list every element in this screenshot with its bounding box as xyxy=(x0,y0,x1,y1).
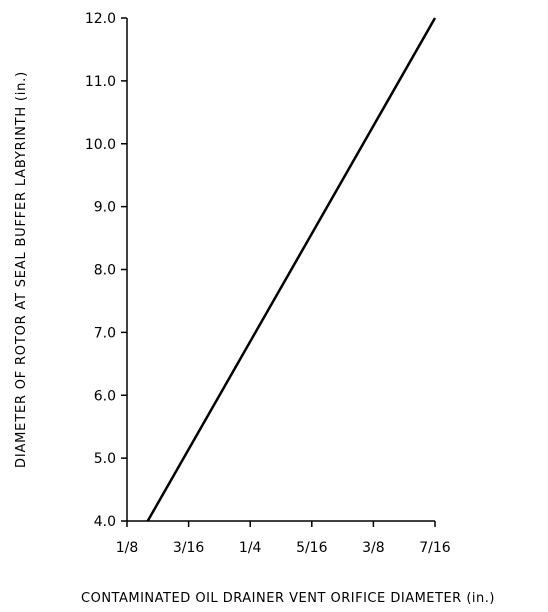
y-tick-label: 5.0 xyxy=(94,451,116,467)
series-line xyxy=(146,17,437,522)
y-tick-label: 7.0 xyxy=(94,325,116,341)
y-tick-label: 12.0 xyxy=(85,11,116,27)
x-tick-label: 3/16 xyxy=(173,540,205,556)
ticks: 4.0 5.0 6.0 7.0 8.0 9.0 10.0 11.0 12.0 1/8 3/16 1/4… xyxy=(85,11,451,556)
y-tick-label: 6.0 xyxy=(94,388,116,404)
x-tick-label: 1/8 xyxy=(116,540,139,556)
y-tick-label: 10.0 xyxy=(85,137,116,153)
x-tick-label: 7/16 xyxy=(419,540,451,556)
y-tick-label: 9.0 xyxy=(94,200,116,216)
x-tick-label: 1/4 xyxy=(239,540,262,556)
x-tick-label: 5/16 xyxy=(296,540,328,556)
axes xyxy=(126,18,435,522)
y-tick-label: 11.0 xyxy=(85,74,116,90)
x-tick-label: 3/8 xyxy=(362,540,385,556)
y-tick-label: 8.0 xyxy=(94,263,116,279)
y-axis-label: DIAMETER OF ROTOR AT SEAL BUFFER LABYRIN… xyxy=(14,71,29,468)
series xyxy=(146,17,437,522)
y-tick-label: 4.0 xyxy=(94,514,116,530)
x-axis-label: CONTAMINATED OIL DRAINER VENT ORIFICE DI… xyxy=(81,591,495,606)
